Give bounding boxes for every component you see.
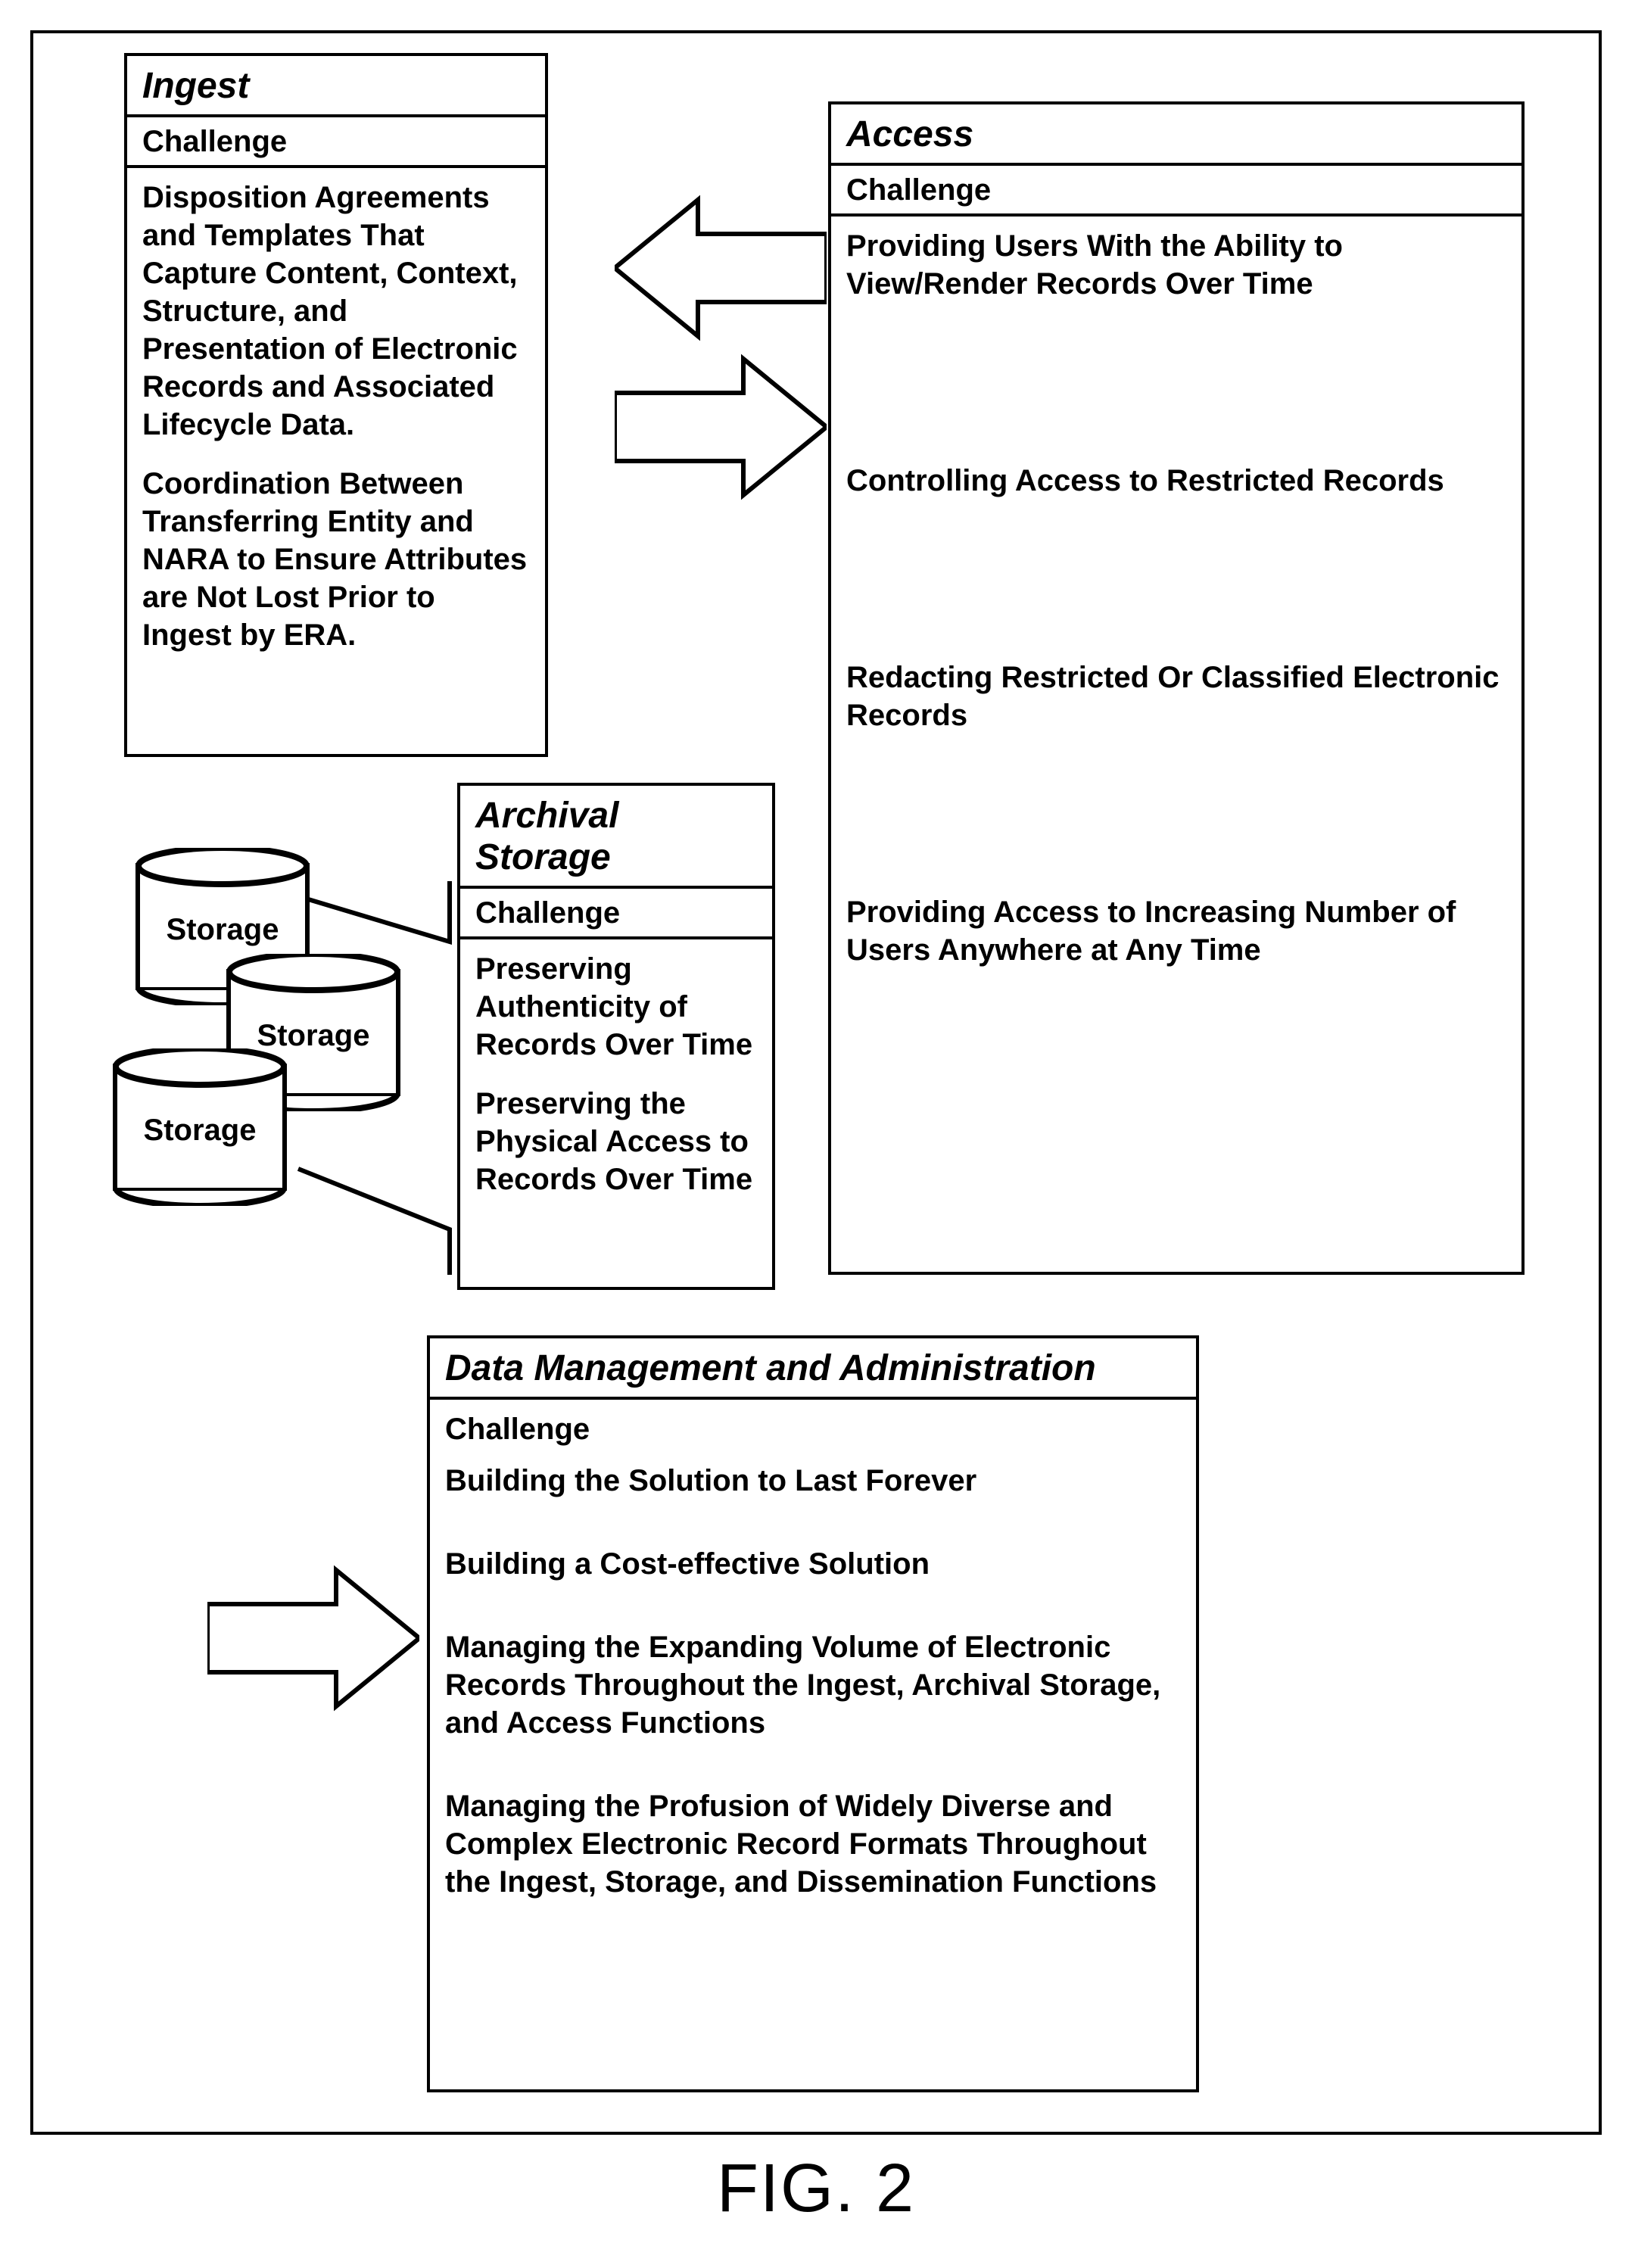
access-para-4: Providing Access to Increasing Number of… (846, 893, 1506, 969)
archival-storage-box: Archival Storage Challenge Preserving Au… (457, 783, 775, 1290)
access-body: Providing Users With the Ability to View… (831, 217, 1521, 981)
storage-cylinder-label: Storage (135, 913, 310, 947)
access-box: Access Challenge Providing Users With th… (828, 101, 1525, 1275)
access-para-3: Redacting Restricted Or Classified Elect… (846, 659, 1506, 734)
data-mgmt-subhead: Challenge (445, 1410, 1181, 1448)
arrow-left-icon (615, 192, 827, 344)
access-para-2: Controlling Access to Restricted Records (846, 462, 1506, 500)
storage-cylinder-label: Storage (113, 1114, 287, 1148)
data-mgmt-para-2: Building a Cost-effective Solution (445, 1545, 1181, 1583)
data-mgmt-body: Challenge Building the Solution to Last … (430, 1400, 1196, 1913)
data-mgmt-para-3: Managing the Expanding Volume of Electro… (445, 1628, 1181, 1742)
figure-label: FIG. 2 (30, 2150, 1602, 2228)
data-mgmt-title: Data Management and Administration (430, 1338, 1196, 1400)
arrow-right-icon (615, 351, 827, 503)
access-subhead: Challenge (831, 166, 1521, 217)
data-mgmt-para-1: Building the Solution to Last Forever (445, 1462, 1181, 1500)
access-title: Access (831, 104, 1521, 166)
archival-subhead: Challenge (460, 889, 772, 939)
storage-cylinder-3: Storage (113, 1067, 287, 1188)
access-para-1: Providing Users With the Ability to View… (846, 227, 1506, 303)
archival-body: Preserving Authenticity of Records Over … (460, 939, 772, 1210)
archival-para-2: Preserving the Physical Access to Record… (475, 1085, 757, 1198)
archival-para-1: Preserving Authenticity of Records Over … (475, 950, 757, 1064)
diagram-frame: Ingest Challenge Disposition Agreements … (30, 30, 1602, 2135)
arrow-data-mgmt-icon (207, 1562, 419, 1714)
archival-title: Archival Storage (460, 786, 772, 889)
data-mgmt-para-4: Managing the Profusion of Widely Diverse… (445, 1787, 1181, 1901)
data-management-box: Data Management and Administration Chall… (427, 1335, 1199, 2092)
